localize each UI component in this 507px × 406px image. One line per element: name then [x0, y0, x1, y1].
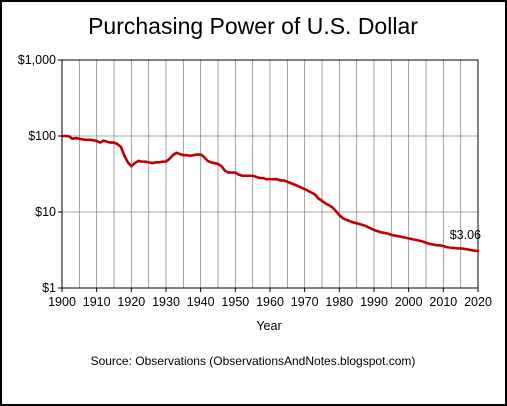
x-tick-label: 1960: [256, 295, 284, 309]
x-tick-label: 1910: [83, 295, 111, 309]
x-tick-label: 2010: [429, 295, 457, 309]
x-tick-label: 1920: [117, 295, 145, 309]
x-tick-label: 2000: [395, 295, 423, 309]
y-tick-label: $10: [35, 205, 56, 219]
x-tick-label: 1940: [187, 295, 215, 309]
end-value-annotation: $3.06: [450, 228, 481, 242]
chart-title: Purchasing Power of U.S. Dollar: [88, 13, 418, 39]
x-tick-label: 1970: [291, 295, 319, 309]
x-tick-label: 1930: [152, 295, 180, 309]
y-axis: $1 $10 $100 $1,000: [18, 53, 62, 295]
x-tick-label: 2020: [464, 295, 492, 309]
grid: [61, 59, 479, 289]
x-tick-label: 1900: [48, 295, 76, 309]
series-line: [60, 134, 480, 253]
x-axis: 1900 1910 1920 1930 1940 1950 1960 1970 1980 1990…: [48, 288, 492, 309]
x-tick-label: 1980: [325, 295, 353, 309]
y-tick-label: $1,000: [18, 53, 56, 67]
x-axis-title: Year: [256, 319, 281, 333]
y-tick-label: $100: [28, 129, 56, 143]
x-tick-label: 1990: [360, 295, 388, 309]
source-note: Source: Observations (ObservationsAndNot…: [91, 354, 416, 368]
x-tick-label: 1950: [221, 295, 249, 309]
y-tick-label: $1: [42, 281, 56, 295]
